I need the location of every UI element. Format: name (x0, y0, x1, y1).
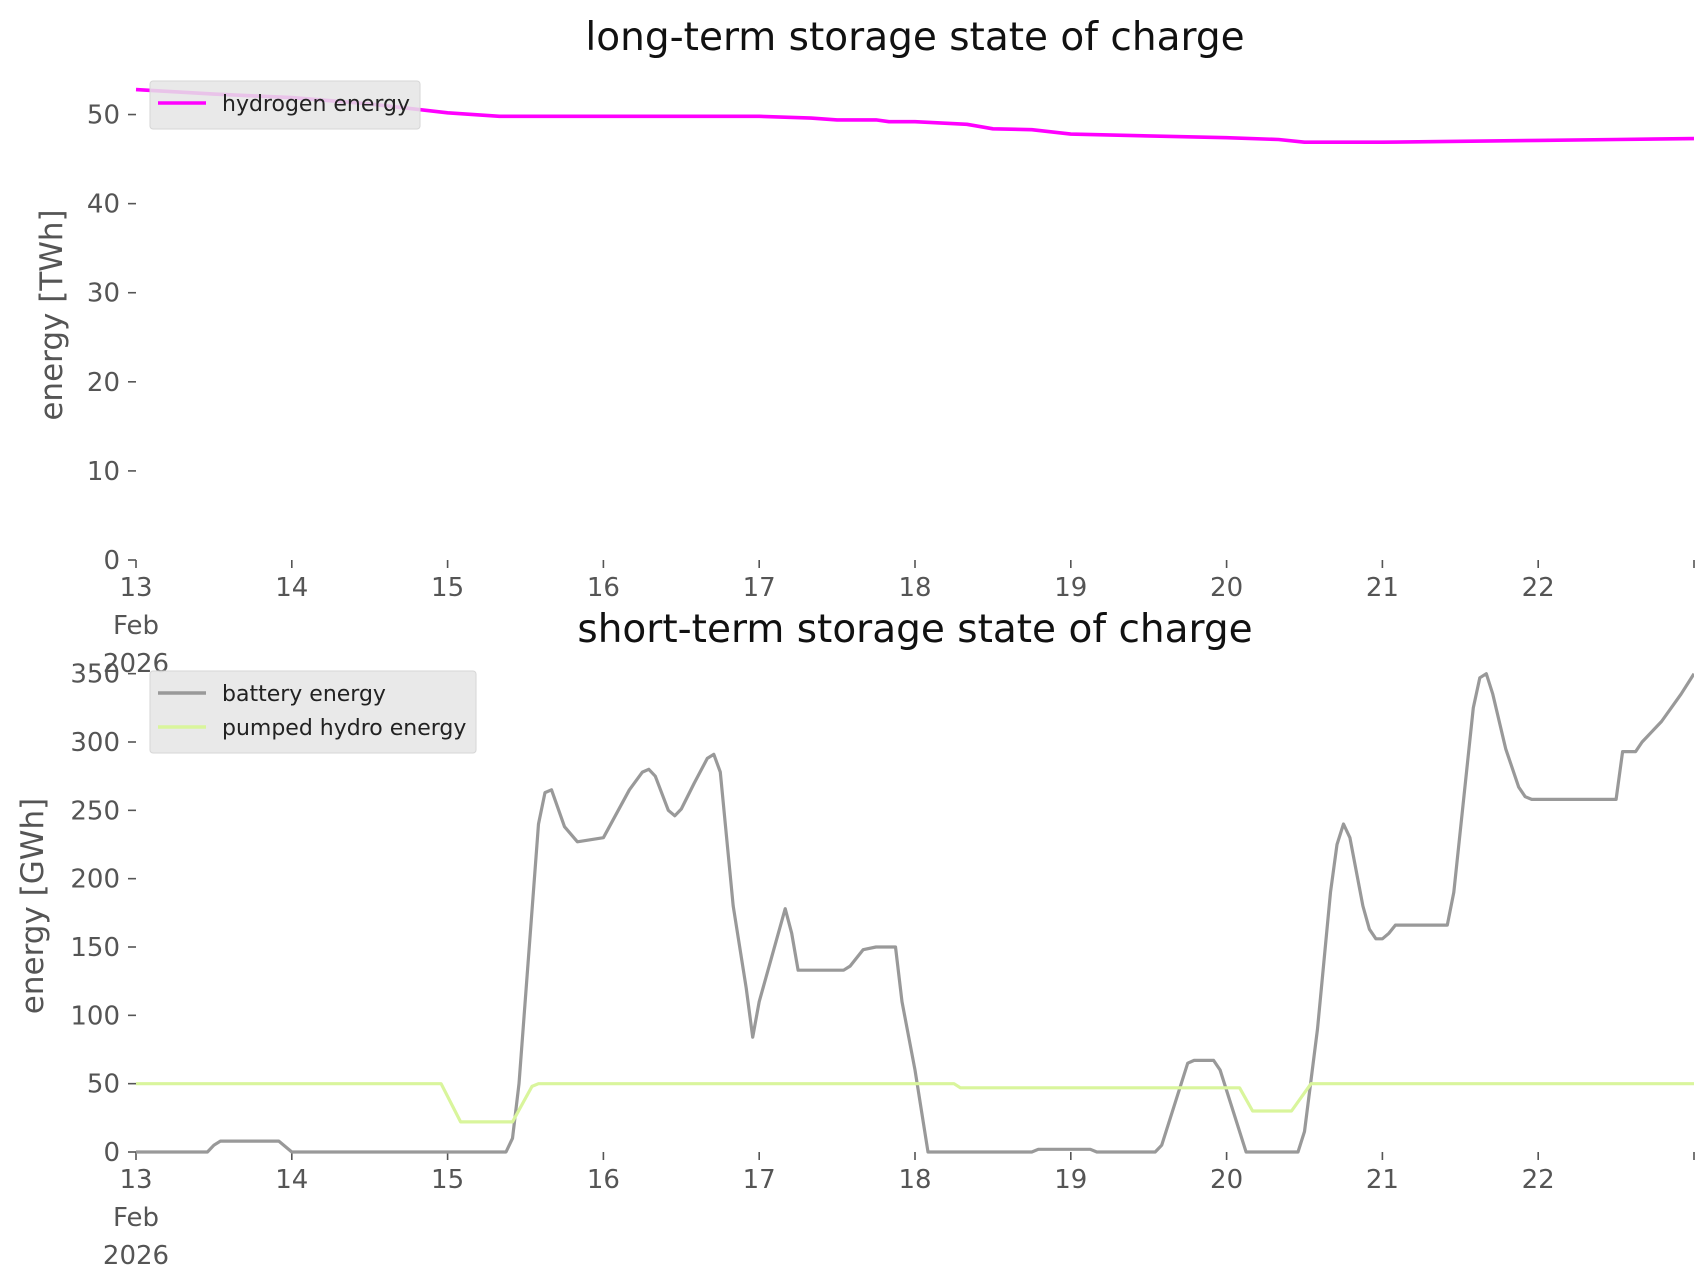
y-tick-label: 150 (70, 933, 120, 963)
y-axis-label: energy [GWh] (15, 798, 51, 1014)
x-tick-label: 22 (1522, 1165, 1555, 1195)
x-tick-label: 15 (431, 1165, 464, 1195)
x-tick-label: 17 (743, 1165, 776, 1195)
x-tick-label: 14 (275, 1165, 308, 1195)
y-tick-label: 0 (103, 1138, 120, 1168)
y-tick-label: 100 (70, 1001, 120, 1031)
y-tick-label: 250 (70, 796, 120, 826)
y-axis-label: energy [TWh] (34, 209, 70, 420)
y-tick-label: 30 (87, 279, 120, 309)
series-line-pumped-hydro-energy (136, 1082, 1694, 1124)
y-tick-label: 350 (70, 660, 120, 690)
y-tick-label: 300 (70, 728, 120, 758)
legend-label-pumped-hydro-energy: pumped hydro energy (222, 716, 466, 741)
series-line-hydrogen-energy (135, 87, 1694, 144)
legend-label-hydrogen-energy: hydrogen energy (222, 92, 410, 117)
x-tick-label: 14 (275, 573, 308, 603)
x-tick-label: 16 (587, 1165, 620, 1195)
legend (149, 80, 421, 130)
x-tick-label: 13 Feb 2026 (103, 1165, 169, 1271)
y-tick-label: 50 (87, 1070, 120, 1100)
chart-title: long-term storage state of charge (585, 15, 1244, 60)
y-tick-label: 20 (87, 368, 120, 398)
legend (149, 670, 477, 754)
y-tick-label: 50 (87, 101, 120, 131)
x-tick-label: 17 (743, 573, 776, 603)
x-tick-label: 15 (431, 573, 464, 603)
series-line-battery-energy (136, 672, 1694, 1154)
legend-label-battery-energy: battery energy (222, 682, 386, 707)
x-tick-label: 22 (1522, 573, 1555, 603)
x-tick-label: 21 (1366, 1165, 1399, 1195)
x-tick-label: 19 (1054, 573, 1087, 603)
x-tick-label: 20 (1210, 1165, 1243, 1195)
x-tick-label: 21 (1366, 573, 1399, 603)
y-tick-label: 40 (87, 190, 120, 220)
chart-short-term: short-term storage state of charge energy… (15, 607, 1695, 1271)
x-tick-label: 18 (898, 1165, 931, 1195)
x-tick-label: 18 (898, 573, 931, 603)
chart-long-term: long-term storage state of charge energy … (34, 15, 1695, 679)
x-tick-label: 19 (1054, 1165, 1087, 1195)
x-tick-label: 20 (1210, 573, 1243, 603)
chart-title: short-term storage state of charge (577, 607, 1252, 652)
y-tick-label: 0 (103, 546, 120, 576)
y-tick-label: 200 (70, 865, 120, 895)
x-tick-label: 16 (587, 573, 620, 603)
y-tick-label: 10 (87, 457, 120, 487)
